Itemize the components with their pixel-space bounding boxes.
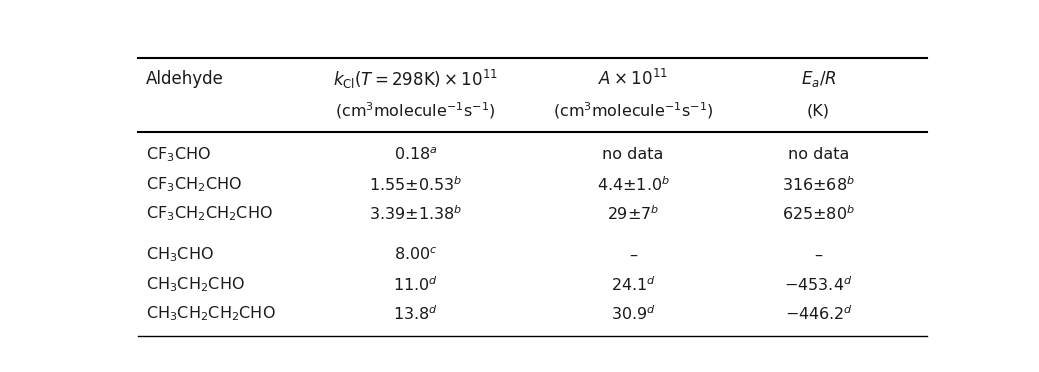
Text: −453.4$^d$: −453.4$^d$ xyxy=(784,275,853,294)
Text: no data: no data xyxy=(603,147,664,163)
Text: $A\times10^{11}$: $A\times10^{11}$ xyxy=(598,69,668,89)
Text: (cm$^3$molecule$^{-1}$s$^{-1}$): (cm$^3$molecule$^{-1}$s$^{-1}$) xyxy=(553,100,714,121)
Text: CF$_3$CH$_2$CH$_2$CHO: CF$_3$CH$_2$CH$_2$CHO xyxy=(145,205,273,223)
Text: –: – xyxy=(815,247,822,262)
Text: 1.55±0.53$^b$: 1.55±0.53$^b$ xyxy=(369,175,462,194)
Text: 3.39±1.38$^b$: 3.39±1.38$^b$ xyxy=(369,205,462,223)
Text: 625±80$^b$: 625±80$^b$ xyxy=(781,205,855,223)
Text: CF$_3$CH$_2$CHO: CF$_3$CH$_2$CHO xyxy=(145,175,242,194)
Text: CF$_3$CHO: CF$_3$CHO xyxy=(145,145,211,164)
Text: CH$_3$CH$_2$CHO: CH$_3$CH$_2$CHO xyxy=(145,275,244,294)
Text: $E_a/R$: $E_a/R$ xyxy=(801,69,836,89)
Text: –: – xyxy=(630,247,637,262)
Text: $k_{\mathrm{Cl}}(T=298\mathrm{K})\times10^{11}$: $k_{\mathrm{Cl}}(T=298\mathrm{K})\times1… xyxy=(334,67,498,90)
Text: 11.0$^d$: 11.0$^d$ xyxy=(394,275,438,294)
Text: (K): (K) xyxy=(807,103,830,118)
Text: 4.4±1.0$^b$: 4.4±1.0$^b$ xyxy=(596,175,669,194)
Text: (cm$^3$molecule$^{-1}$s$^{-1}$): (cm$^3$molecule$^{-1}$s$^{-1}$) xyxy=(336,100,496,121)
Text: Aldehyde: Aldehyde xyxy=(145,70,223,88)
Text: 0.18$^a$: 0.18$^a$ xyxy=(394,147,437,163)
Text: 30.9$^d$: 30.9$^d$ xyxy=(611,305,656,323)
Text: CH$_3$CHO: CH$_3$CHO xyxy=(145,246,214,264)
Text: CH$_3$CH$_2$CH$_2$CHO: CH$_3$CH$_2$CH$_2$CHO xyxy=(145,305,275,323)
Text: 8.00$^c$: 8.00$^c$ xyxy=(394,247,437,263)
Text: 24.1$^d$: 24.1$^d$ xyxy=(611,275,656,294)
Text: 29±7$^b$: 29±7$^b$ xyxy=(607,205,660,223)
Text: 13.8$^d$: 13.8$^d$ xyxy=(394,305,438,323)
Text: −446.2$^d$: −446.2$^d$ xyxy=(784,305,852,323)
Text: no data: no data xyxy=(788,147,849,163)
Text: 316±68$^b$: 316±68$^b$ xyxy=(781,175,855,194)
